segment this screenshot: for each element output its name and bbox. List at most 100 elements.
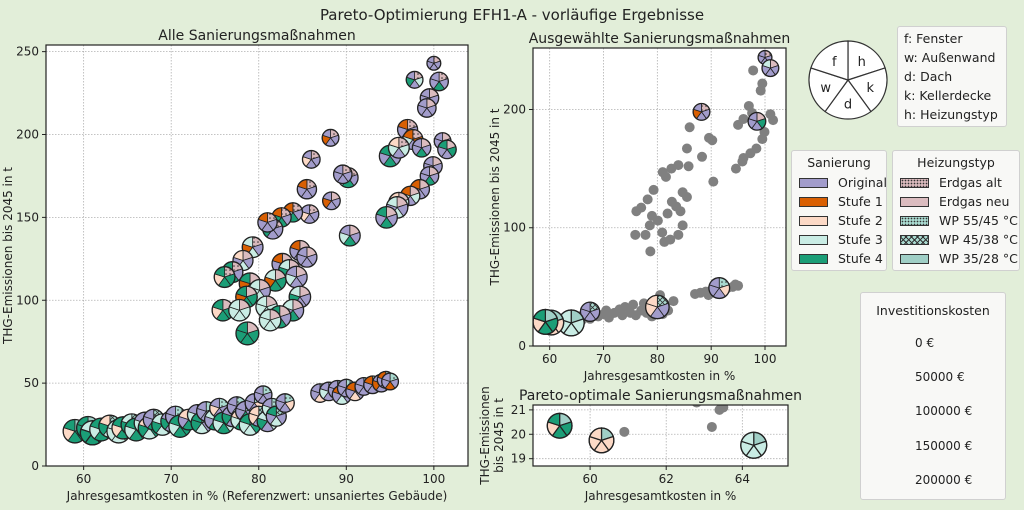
y-axis-label-line: bis 2045 in t xyxy=(492,398,506,473)
key-wedge-w xyxy=(808,67,849,113)
pie-outline xyxy=(257,212,278,233)
candidate-point xyxy=(683,161,694,172)
candidate-point xyxy=(755,85,766,96)
candidate-point xyxy=(718,405,729,413)
legend-heizungstyp: Heizungstyp Erdgas alt Erdgas neu WP 55/… xyxy=(892,150,1020,271)
y-tick-label: 200 xyxy=(16,128,39,142)
pie-outline xyxy=(375,206,398,229)
measure-pie xyxy=(419,88,440,108)
legend-label-stufe-1: Stufe 1 xyxy=(838,194,883,209)
x-tick-label: 90 xyxy=(704,352,719,366)
x-axis-label: Jahresgesamtkosten in % (Referenzwert: u… xyxy=(66,489,448,503)
plot-frame xyxy=(45,44,469,467)
pie-outline xyxy=(381,372,400,391)
measure-pie xyxy=(285,265,308,289)
candidate-point xyxy=(704,132,715,143)
x-tick-label: 80 xyxy=(251,472,266,486)
legend-item-original: Original xyxy=(795,173,887,192)
candidate-point xyxy=(748,65,759,76)
x-tick-label: 100 xyxy=(754,352,777,366)
legend-sanierung: Sanierung Original Stufe 1 Stufe 2 Stufe… xyxy=(791,150,887,271)
y-tick-label: 150 xyxy=(16,210,39,224)
measure-pie xyxy=(296,246,318,268)
candidate-point xyxy=(652,215,663,226)
candidate-point xyxy=(617,310,628,321)
pie-outline xyxy=(321,128,340,147)
measure-pie xyxy=(257,212,278,233)
data-layer xyxy=(546,405,768,459)
y-tick-label: 100 xyxy=(16,293,39,307)
y-tick-label: 20 xyxy=(511,427,526,441)
x-tick-label: 100 xyxy=(422,472,445,486)
candidate-point xyxy=(645,246,656,257)
measure-pie xyxy=(546,412,573,439)
y-axis-label: THG-Emissionen bis 2045 in t xyxy=(1,167,15,345)
legend-item-stufe-2: Stufe 2 xyxy=(795,211,883,230)
pie-outline xyxy=(321,191,341,211)
candidate-point xyxy=(706,421,717,432)
key-item-k: k: Kellerdecke xyxy=(904,88,992,103)
pie-outline xyxy=(740,431,768,459)
pie-outline xyxy=(387,136,410,159)
pie-outline xyxy=(213,266,236,289)
legend-label-stufe-4: Stufe 4 xyxy=(838,251,883,266)
candidate-point xyxy=(737,156,748,167)
pie-outline xyxy=(258,308,282,332)
legend-invest-label-2: 100000 € xyxy=(915,404,973,418)
data-layer xyxy=(62,55,457,446)
candidate-point xyxy=(668,296,679,307)
key-item-d: d: Dach xyxy=(904,69,953,84)
pie-outline xyxy=(437,139,457,160)
y-axis-label: THG-Emissionen bis 2045 in t xyxy=(488,108,502,286)
candidate-point xyxy=(657,167,668,178)
y-axis-label: THG-Emissionenbis 2045 in t xyxy=(478,386,506,485)
measure-pie xyxy=(265,405,287,427)
pie-outline xyxy=(228,298,251,322)
candidate-point xyxy=(692,405,702,408)
key-wedge-label: w xyxy=(820,81,831,96)
measure-pie xyxy=(405,70,424,89)
swatch-stufe-2 xyxy=(799,215,828,226)
key-wedge-label: f xyxy=(832,55,837,70)
candidate-point xyxy=(640,229,651,240)
legend-label-erdgas-alt: Erdgas alt xyxy=(939,175,1002,190)
x-tick-label: 90 xyxy=(339,472,354,486)
candidate-point xyxy=(738,113,749,124)
x-tick-label: 70 xyxy=(164,472,179,486)
y-tick-label: 250 xyxy=(16,45,39,59)
figure-title: Pareto-Optimierung EFH1-A - vorläufige E… xyxy=(320,6,704,24)
swatch-wp-35-28 xyxy=(900,253,929,264)
y-axis-label-line: THG-Emissionen xyxy=(478,386,492,485)
measure-pie xyxy=(275,393,295,413)
chart-title: Pareto-optimale Sanierungsmaßnahmen xyxy=(519,388,802,404)
x-tick-label: 60 xyxy=(582,472,597,486)
measure-pie xyxy=(301,149,321,169)
legend-label-erdgas-neu: Erdgas neu xyxy=(939,194,1010,209)
legend-item-stufe-4: Stufe 4 xyxy=(795,249,883,268)
legend-item-erdgas-alt: Erdgas alt xyxy=(896,173,1016,192)
y-tick-label: 200 xyxy=(503,102,526,116)
pie-outline xyxy=(708,277,731,300)
measure-pie xyxy=(644,294,670,320)
candidate-point xyxy=(745,148,756,159)
candidate-point xyxy=(733,280,744,291)
candidate-point xyxy=(631,206,642,217)
y-tick-label: 0 xyxy=(31,459,39,473)
chart-all-measures: 60 70 80 90 100 0 50 100 150 200 250 Alle Sanierung… xyxy=(1,28,469,503)
y-tick-label: 19 xyxy=(511,452,526,466)
pie-outline xyxy=(416,98,437,118)
measure-pie xyxy=(381,372,400,391)
measure-pie xyxy=(426,55,442,71)
chart-title: Alle Sanierungsmaßnahmen xyxy=(158,28,355,44)
candidate-point xyxy=(730,163,741,174)
measure-pie xyxy=(761,59,780,78)
pie-outline xyxy=(301,149,321,169)
pie-outline xyxy=(546,412,573,439)
y-axis-label-line: THG-Emissionen bis 2045 in t xyxy=(488,108,502,286)
legend-item-wp-35-28: WP 35/28 °C xyxy=(896,249,1018,268)
x-tick-label: 64 xyxy=(735,472,750,486)
candidate-point xyxy=(648,184,659,195)
swatch-wp-45-38 xyxy=(900,234,929,245)
measure-pie xyxy=(375,206,398,229)
